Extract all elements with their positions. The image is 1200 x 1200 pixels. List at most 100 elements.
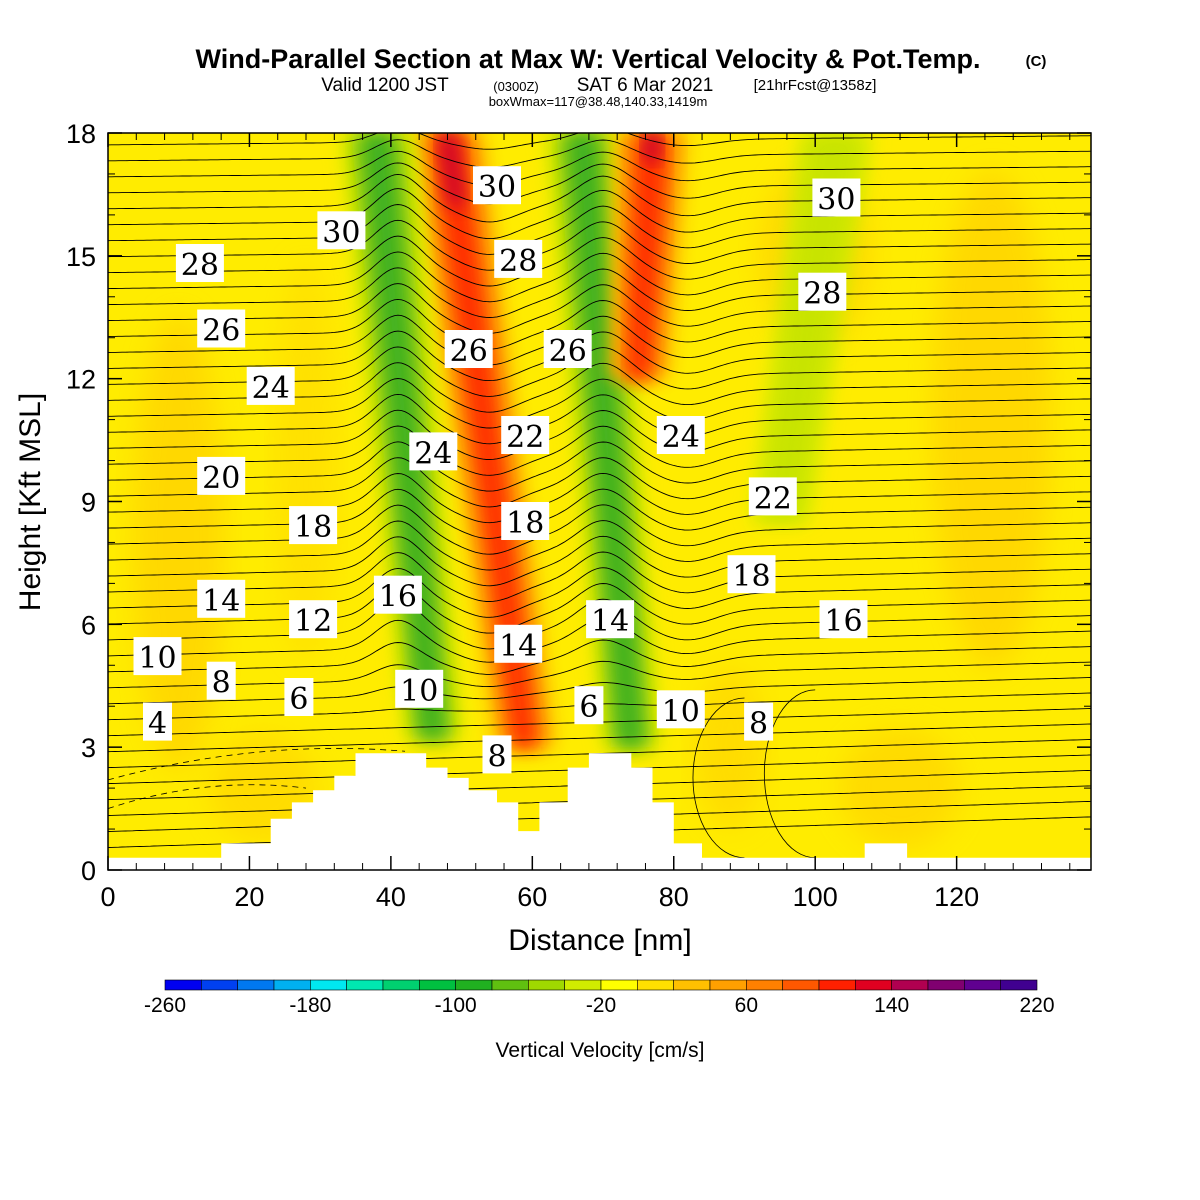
theta-contour-label: 22 bbox=[748, 477, 797, 516]
theta-contour-label: 28 bbox=[494, 239, 543, 279]
theta-label-box bbox=[482, 735, 512, 774]
colorbar-swatch bbox=[201, 979, 238, 991]
theta-contour-label: 4 bbox=[143, 702, 172, 742]
valid-utc-text: (0300Z) bbox=[493, 79, 539, 94]
theta-contour-line bbox=[108, 551, 1091, 602]
colorbar-swatch bbox=[382, 979, 420, 991]
colorbar-swatch bbox=[455, 979, 493, 991]
theta-contour-label: 6 bbox=[284, 678, 314, 717]
colorbar-swatch bbox=[891, 979, 929, 991]
theta-contour-label: 10 bbox=[395, 669, 444, 709]
theta-label-box bbox=[748, 477, 797, 516]
updraft-peak bbox=[438, 133, 465, 207]
theta-contour-labels: 30 30 30 28 28 28 26 26 26 24 24 24 22 22 20 18 18 18 16 16… bbox=[133, 166, 868, 774]
theta-label-text: 18 bbox=[294, 510, 332, 545]
theta-label-box bbox=[819, 600, 868, 639]
theta-label-text: 10 bbox=[138, 641, 176, 676]
x-tick-label: 20 bbox=[234, 882, 264, 912]
x-tick-label: 80 bbox=[659, 882, 689, 912]
theta-contour-label: 12 bbox=[289, 600, 338, 639]
theta-contour-line bbox=[108, 235, 1091, 287]
terrain-profile bbox=[108, 753, 1091, 870]
theta-contour-line bbox=[108, 488, 1091, 539]
plot-content: 30 30 30 28 28 28 26 26 26 24 24 24 22 22 20 18 18 18 16 16… bbox=[108, 133, 1091, 870]
theta-label-text: 22 bbox=[754, 481, 792, 516]
x-axis-label: Distance [nm] bbox=[508, 924, 691, 957]
theta-label-text: 12 bbox=[294, 604, 332, 639]
theta-label-text: 24 bbox=[414, 436, 452, 471]
y-tick-label: 18 bbox=[66, 119, 96, 149]
theta-label-box bbox=[373, 575, 422, 614]
theta-contour-label: 22 bbox=[501, 416, 550, 455]
theta-contour-label: 18 bbox=[501, 502, 550, 541]
theta-label-box bbox=[656, 416, 705, 454]
theta-contour-label: 20 bbox=[197, 456, 246, 496]
theta-contour-label: 24 bbox=[409, 432, 458, 471]
theta-contour-line bbox=[108, 583, 1091, 634]
colorbar-swatch bbox=[746, 979, 783, 991]
colorbar-swatch bbox=[346, 979, 384, 991]
colorbar-swatch bbox=[164, 979, 202, 991]
theta-label-box bbox=[543, 330, 592, 368]
theta-label-text: 26 bbox=[202, 314, 240, 349]
theta-label-text: 28 bbox=[803, 277, 841, 312]
downdraft-core bbox=[566, 133, 644, 748]
theta-contour-label: 16 bbox=[819, 600, 868, 639]
theta-contours bbox=[108, 133, 1091, 859]
theta-label-text: 26 bbox=[549, 334, 587, 369]
colorbar-swatch bbox=[855, 979, 892, 991]
theta-contour-line bbox=[108, 504, 1091, 555]
terrain bbox=[108, 753, 1091, 870]
theta-label-box bbox=[798, 272, 847, 311]
colorbar-swatch bbox=[491, 979, 529, 991]
theta-contour-label: 30 bbox=[317, 211, 366, 250]
theta-label-text: 24 bbox=[662, 420, 700, 455]
theta-contour-line bbox=[108, 188, 1091, 240]
theta-contour-label: 24 bbox=[246, 366, 295, 406]
theta-contour-line bbox=[108, 133, 1091, 150]
theta-label-box bbox=[494, 624, 543, 663]
theta-label-text: 26 bbox=[450, 334, 488, 369]
axis-ticks: 0 20 40 60 80 100 120 0 3 6 9 12 15 18 bbox=[66, 119, 1091, 912]
downdraft-core bbox=[361, 133, 446, 739]
colorbar-swatch bbox=[964, 979, 1001, 991]
theta-label-text: 10 bbox=[400, 674, 438, 709]
theta-contour-line bbox=[108, 283, 1091, 334]
colorbar: -260 -180 -100 -20 60 140 220 bbox=[144, 979, 1055, 1017]
theta-label-box bbox=[317, 211, 366, 250]
updraft-core bbox=[433, 133, 536, 748]
theta-label-box bbox=[494, 239, 543, 278]
theta-label-text: 14 bbox=[591, 604, 629, 639]
theta-contour-line bbox=[108, 677, 1091, 705]
theta-label-text: 14 bbox=[499, 629, 537, 664]
y-axis-label: Height [Kft MSL] bbox=[14, 393, 47, 611]
chart-title-group: Wind-Parallel Section at Max W: Vertical… bbox=[196, 44, 1047, 109]
colorbar-tick-label: -100 bbox=[435, 994, 477, 1017]
theta-label-text: 8 bbox=[212, 666, 231, 701]
y-tick-label: 6 bbox=[81, 610, 96, 640]
colorbar-tick-label: -20 bbox=[586, 994, 616, 1017]
theta-label-text: 16 bbox=[379, 580, 417, 615]
theta-label-text: 30 bbox=[322, 215, 360, 250]
theta-contour-label: 18 bbox=[289, 506, 338, 545]
theta-contour-label: 10 bbox=[133, 637, 182, 676]
theta-label-text: 8 bbox=[487, 739, 506, 774]
theta-label-text: 18 bbox=[732, 559, 770, 594]
theta-label-box bbox=[197, 579, 246, 618]
theta-contour-line bbox=[108, 298, 1091, 350]
theta-contour-label: 26 bbox=[197, 309, 246, 349]
valid-time-text: Valid 1200 JST bbox=[321, 75, 449, 96]
colorbar-swatch bbox=[310, 979, 347, 991]
theta-label-text: 18 bbox=[506, 506, 544, 541]
theta-contour-line bbox=[108, 816, 1091, 848]
theta-label-text: 16 bbox=[824, 604, 862, 639]
theta-label-text: 20 bbox=[202, 461, 240, 496]
theta-contour-label: 30 bbox=[473, 166, 521, 205]
forecast-text: [21hrFcst@1358z] bbox=[754, 77, 877, 94]
theta-label-box bbox=[289, 506, 338, 545]
theta-label-text: 14 bbox=[202, 584, 240, 619]
theta-label-box bbox=[197, 309, 246, 348]
theta-label-box bbox=[133, 637, 182, 676]
colorbar-swatch bbox=[419, 979, 456, 991]
